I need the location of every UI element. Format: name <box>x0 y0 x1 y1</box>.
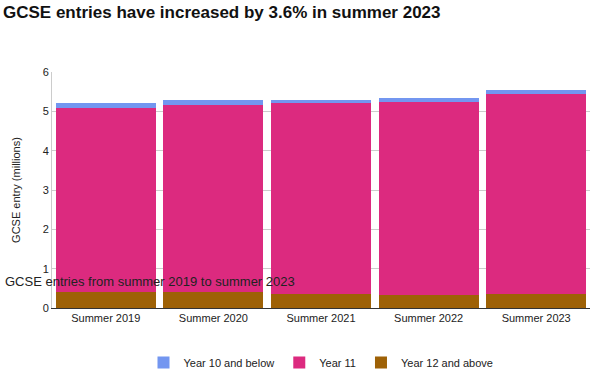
svg-text:Summer 2020: Summer 2020 <box>179 312 248 324</box>
svg-text:0: 0 <box>43 302 49 314</box>
svg-text:Summer 2019: Summer 2019 <box>71 312 140 324</box>
svg-text:5: 5 <box>43 105 49 117</box>
svg-text:3: 3 <box>43 184 49 196</box>
svg-text:6: 6 <box>43 66 49 78</box>
svg-text:4: 4 <box>43 145 49 157</box>
svg-text:Year 11: Year 11 <box>319 357 356 369</box>
svg-text:GCSE entries from summer 2019: GCSE entries from summer 2019 to summer … <box>5 274 295 289</box>
svg-text:Summer 2021: Summer 2021 <box>286 312 355 324</box>
svg-text:Year 10 and below: Year 10 and below <box>184 357 275 369</box>
svg-text:Summer 2022: Summer 2022 <box>394 312 463 324</box>
svg-text:Summer 2023: Summer 2023 <box>502 312 571 324</box>
svg-text:GCSE entries have increased by: GCSE entries have increased by 3.6% in s… <box>3 3 441 22</box>
svg-text:Year 12 and above: Year 12 and above <box>401 357 493 369</box>
svg-text:2: 2 <box>43 223 49 235</box>
svg-text:GCSE entry (millions): GCSE entry (millions) <box>10 137 22 243</box>
svg-text:1: 1 <box>43 263 49 275</box>
